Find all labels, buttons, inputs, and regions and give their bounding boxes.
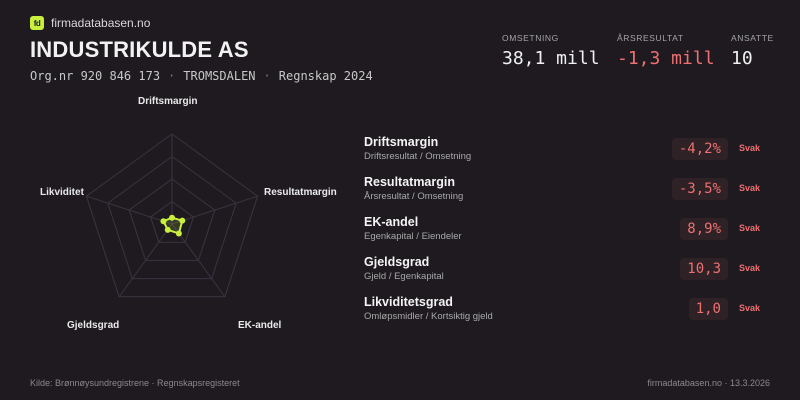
metric-name: Gjeldsgrad bbox=[364, 255, 430, 269]
separator: · bbox=[263, 69, 271, 83]
kpi-label: ÅRSRESULTAT bbox=[617, 33, 684, 43]
kpi-label: OMSETNING bbox=[502, 33, 559, 43]
metric-status: Svak bbox=[738, 223, 760, 233]
metric-row: Resultatmargin Årsresultat / Omsetning -… bbox=[364, 172, 764, 212]
radar-spoke bbox=[86, 195, 173, 225]
metric-row: Driftsmargin Driftsresultat / Omsetning … bbox=[364, 132, 764, 172]
metric-value: 10,3 bbox=[680, 258, 728, 280]
metric-status: Svak bbox=[738, 303, 760, 313]
brand: fd firmadatabasen.no bbox=[30, 16, 150, 30]
kpi-revenue: OMSETNING 38,1 mill bbox=[502, 33, 617, 69]
company-subline: Org.nr 920 846 173 · TROMSDALEN · Regnsk… bbox=[30, 69, 373, 83]
metric-description: Egenkapital / Eiendeler bbox=[364, 231, 462, 242]
radar-axis-label: Gjeldsgrad bbox=[67, 320, 120, 331]
radar-ring bbox=[85, 133, 259, 298]
kpi-label: ANSATTE bbox=[731, 33, 774, 43]
metric-description: Omløpsmidler / Kortsiktig gjeld bbox=[364, 311, 493, 322]
radar-chart: Driftsmargin Resultatmargin EK-andel Gje… bbox=[30, 90, 340, 340]
radar-grid bbox=[85, 133, 259, 298]
radar-ring bbox=[107, 155, 237, 280]
metric-status: Svak bbox=[738, 263, 760, 273]
kpi-employees: ANSATTE 10 bbox=[731, 33, 774, 69]
radar-spoke bbox=[118, 223, 173, 298]
kpi-value: 38,1 mill bbox=[502, 48, 600, 69]
kpi-value: -1,3 mill bbox=[617, 48, 715, 69]
radar-axis-label: Likviditet bbox=[40, 187, 84, 198]
radar-spoke bbox=[171, 195, 258, 225]
footer-site: firmadatabasen.no · 13.3.2026 bbox=[647, 378, 770, 388]
metric-name: Driftsmargin bbox=[364, 135, 439, 149]
metrics-list: Driftsmargin Driftsresultat / Omsetning … bbox=[364, 132, 764, 332]
metric-value: -3,5% bbox=[671, 178, 728, 200]
metric-name: Resultatmargin bbox=[364, 175, 455, 189]
metric-value: -4,2% bbox=[671, 138, 728, 160]
location: TROMSDALEN bbox=[183, 69, 256, 83]
accounting-year: Regnskap 2024 bbox=[278, 69, 373, 83]
radar-axis-label: Driftsmargin bbox=[138, 96, 198, 107]
radar-point bbox=[175, 230, 182, 237]
metric-status: Svak bbox=[738, 143, 760, 153]
metric-value: 8,9% bbox=[680, 218, 728, 240]
radar-ring bbox=[150, 200, 194, 243]
kpi-annual-result: ÅRSRESULTAT -1,3 mill bbox=[617, 33, 731, 69]
metric-name: Likviditetsgrad bbox=[364, 295, 453, 309]
metric-description: Gjeld / Egenkapital bbox=[364, 271, 444, 282]
metric-description: Årsresultat / Omsetning bbox=[364, 191, 464, 202]
metric-name: EK-andel bbox=[364, 215, 419, 229]
kpi-panel: OMSETNING 38,1 mill ÅRSRESULTAT -1,3 mil… bbox=[502, 33, 774, 69]
brand-name: firmadatabasen.no bbox=[51, 16, 151, 30]
org-number: Org.nr 920 846 173 bbox=[30, 69, 161, 83]
radar-point bbox=[164, 226, 171, 233]
metric-value: 1,0 bbox=[688, 298, 728, 320]
radar-axis-label: Resultatmargin bbox=[264, 187, 337, 198]
company-name: INDUSTRIKULDE AS bbox=[30, 37, 249, 62]
metric-row: EK-andel Egenkapital / Eiendeler 8,9% Sv… bbox=[364, 212, 764, 252]
radar-svg bbox=[85, 133, 259, 298]
kpi-value: 10 bbox=[731, 48, 753, 69]
radar-point bbox=[179, 217, 186, 224]
footer-source: Kilde: Brønnøysundregistrene · Regnskaps… bbox=[30, 378, 240, 388]
radar-axis-label: EK-andel bbox=[238, 320, 282, 331]
metric-status: Svak bbox=[738, 183, 760, 193]
metric-row: Likviditetsgrad Omløpsmidler / Kortsikti… bbox=[364, 292, 764, 332]
metric-row: Gjeldsgrad Gjeld / Egenkapital 10,3 Svak bbox=[364, 252, 764, 292]
metric-description: Driftsresultat / Omsetning bbox=[364, 151, 472, 162]
radar-spoke bbox=[171, 223, 226, 298]
separator: · bbox=[168, 69, 176, 83]
brand-logo-icon: fd bbox=[30, 16, 44, 30]
radar-point bbox=[169, 214, 175, 221]
radar-point bbox=[160, 218, 167, 225]
radar-ring bbox=[128, 178, 216, 261]
radar-series bbox=[160, 214, 186, 237]
